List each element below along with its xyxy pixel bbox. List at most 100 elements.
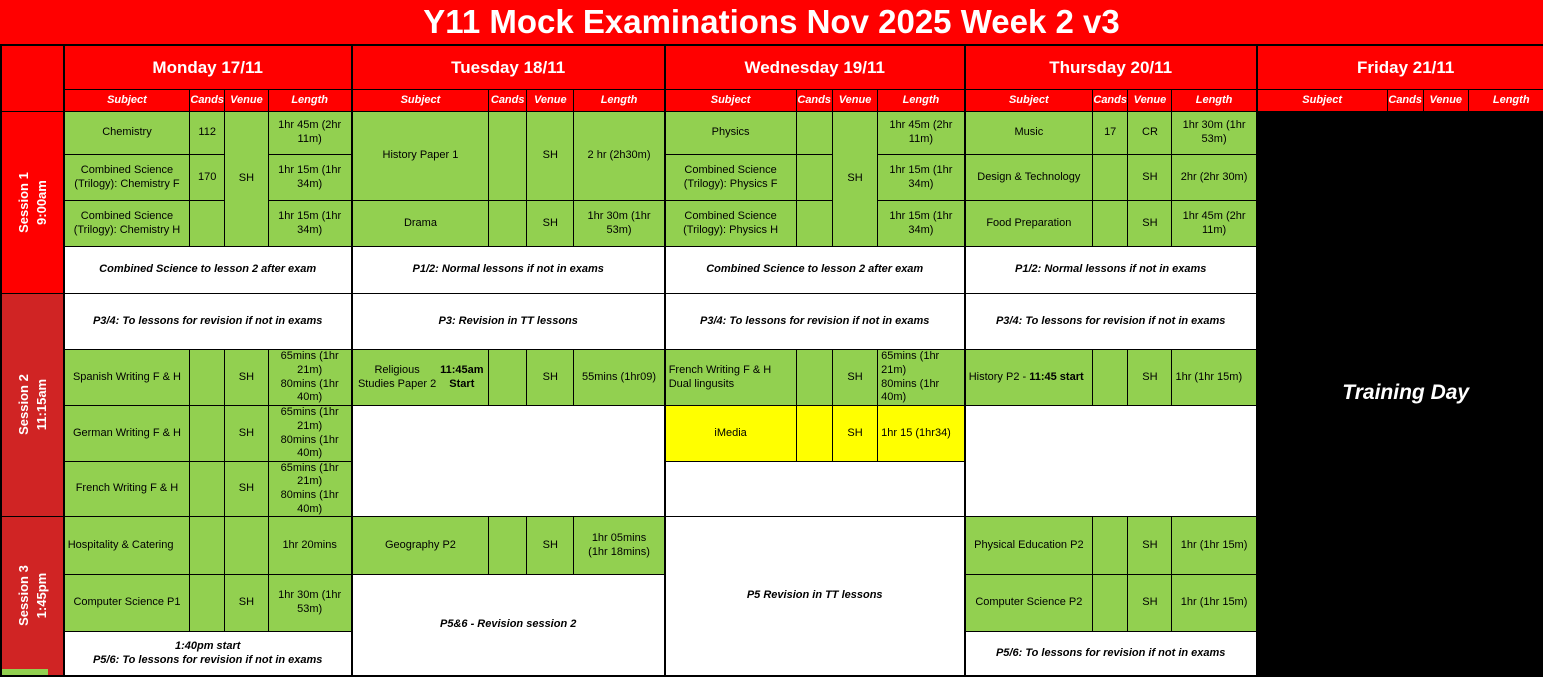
column-header-cands: Cands <box>489 90 527 111</box>
exam-cands <box>190 462 225 516</box>
column-header-cands: Cands <box>1387 90 1423 111</box>
exam-cands: 112 <box>190 112 225 154</box>
exam-cands <box>1092 201 1128 246</box>
column-header-venue: Venue <box>832 90 878 111</box>
exam-subject: Combined Science (Trilogy): Chemistry H <box>64 201 190 246</box>
column-header-length: Length <box>574 90 664 111</box>
empty-cell <box>352 406 664 516</box>
note-cell: 1:40pm start P5/6: To lessons for revisi… <box>64 632 351 675</box>
exam-cands <box>190 406 225 461</box>
exam-venue: SH <box>832 406 878 461</box>
column-header-length: Length <box>268 90 351 111</box>
exam-subject: Drama <box>352 201 489 246</box>
exam-cands <box>489 112 527 200</box>
column-header-length: Length <box>1468 90 1543 111</box>
exam-subject: Spanish Writing F & H <box>64 350 190 405</box>
exam-venue: SH <box>1128 201 1172 246</box>
exam-length: 1hr 30m (1hr 53m) <box>268 575 351 631</box>
exam-cands: 17 <box>1092 112 1128 154</box>
exam-length: 1hr 45m (2hr 11m) <box>878 112 964 154</box>
exam-cands <box>489 517 527 574</box>
day-header: Friday 21/11 <box>1257 46 1543 89</box>
exam-length: 1hr (1hr 15m) <box>1172 350 1256 405</box>
exam-subject: Physics <box>665 112 796 154</box>
column-header-subject: Subject <box>665 90 796 111</box>
exam-cands <box>796 406 832 461</box>
exam-cands <box>1092 575 1128 631</box>
day-header: Thursday 20/11 <box>965 46 1256 89</box>
exam-length: 1hr 15 (1hr34) <box>878 406 964 461</box>
exam-length: 55mins (1hr09) <box>574 350 664 405</box>
exam-cands <box>796 201 832 246</box>
exam-cands <box>796 155 832 200</box>
exam-venue: SH <box>1128 155 1172 200</box>
exam-length: 1hr 15m (1hr 34m) <box>878 201 964 246</box>
exam-venue: SH <box>1128 575 1172 631</box>
exam-length: 65mins (1hr 21m) 80mins (1hr 40m) <box>268 462 351 516</box>
exam-cands <box>190 350 225 405</box>
exam-subject: Computer Science P1 <box>64 575 190 631</box>
empty-cell <box>965 406 1256 516</box>
exam-subject: Combined Science (Trilogy): Physics F <box>665 155 796 200</box>
exam-length: 1hr 05mins (1hr 18mins) <box>574 517 664 574</box>
note-cell: P3/4: To lessons for revision if not in … <box>665 294 964 349</box>
exam-subject: Combined Science (Trilogy): Chemistry F <box>64 155 190 200</box>
exam-subject: Computer Science P2 <box>965 575 1092 631</box>
note-cell: P3/4: To lessons for revision if not in … <box>64 294 351 349</box>
exam-cands <box>796 350 832 405</box>
exam-cands <box>489 350 527 405</box>
session-2-label: Session 2 11:15am <box>2 294 63 516</box>
exam-venue: SH <box>1128 517 1172 574</box>
exam-length: 1hr 45m (2hr 11m) <box>268 112 351 154</box>
note-cell: P1/2: Normal lessons if not in exams <box>352 247 664 293</box>
column-header-length: Length <box>1172 90 1256 111</box>
exam-subject: Combined Science (Trilogy): Physics H <box>665 201 796 246</box>
exam-cands <box>190 201 225 246</box>
exam-length: 1hr 15m (1hr 34m) <box>878 155 964 200</box>
day-header: Wednesday 19/11 <box>665 46 964 89</box>
exam-subject: Food Preparation <box>965 201 1092 246</box>
session-2-text: Session 2 11:15am <box>15 374 49 436</box>
exam-length: 2hr (2hr 30m) <box>1172 155 1256 200</box>
exam-cands <box>1092 350 1128 405</box>
session-3-label: Session 3 1:45pm <box>2 517 63 675</box>
exam-venue: SH <box>527 201 574 246</box>
bottom-left-green-sliver <box>2 669 48 675</box>
exam-subject: French Writing F & H Dual lingusits <box>665 350 796 405</box>
exam-length: 1hr 15m (1hr 34m) <box>268 155 351 200</box>
note-cell: P1/2: Normal lessons if not in exams <box>965 247 1256 293</box>
exam-venue-merged: SH <box>832 112 878 246</box>
note-cell: P5&6 - Revision session 2 <box>352 575 664 675</box>
exam-venue: CR <box>1128 112 1172 154</box>
note-cell: Combined Science to lesson 2 after exam <box>665 247 964 293</box>
exam-length: 65mins (1hr 21m) 80mins (1hr 40m) <box>268 350 351 405</box>
corner-filler <box>2 46 63 111</box>
exam-cands <box>1092 155 1128 200</box>
session-3-text: Session 3 1:45pm <box>15 565 49 627</box>
exam-subject: German Writing F & H <box>64 406 190 461</box>
day-header: Tuesday 18/11 <box>352 46 664 89</box>
exam-venue: SH <box>225 350 268 405</box>
column-header-cands: Cands <box>796 90 832 111</box>
note-cell: Combined Science to lesson 2 after exam <box>64 247 351 293</box>
column-header-subject: Subject <box>352 90 489 111</box>
note-cell: P3: Revision in TT lessons <box>352 294 664 349</box>
column-header-subject: Subject <box>64 90 190 111</box>
column-header-subject: Subject <box>1257 90 1387 111</box>
timetable-grid: Session 1 9:00am Session 2 11:15am Session… <box>0 44 1543 677</box>
exam-venue: SH <box>1128 350 1172 405</box>
exam-subject: Physical Education P2 <box>965 517 1092 574</box>
exam-subject: Religious Studies Paper 2 11:45am Start <box>352 350 489 405</box>
day-column-friday: Friday 21/11 Subject Cands Venue Length … <box>1255 46 1543 675</box>
exam-venue-merged: SH <box>225 112 268 246</box>
exam-cands <box>796 112 832 154</box>
exam-length: 1hr (1hr 15m) <box>1172 575 1256 631</box>
column-header-venue: Venue <box>225 90 268 111</box>
exam-venue: SH <box>527 112 574 200</box>
exam-length: 1hr (1hr 15m) <box>1172 517 1256 574</box>
session-column: Session 1 9:00am Session 2 11:15am Session… <box>2 46 63 675</box>
column-header-venue: Venue <box>1423 90 1468 111</box>
exam-subject: French Writing F & H <box>64 462 190 516</box>
exam-subject-highlighted: iMedia <box>665 406 796 461</box>
exam-subject: Geography P2 <box>352 517 489 574</box>
